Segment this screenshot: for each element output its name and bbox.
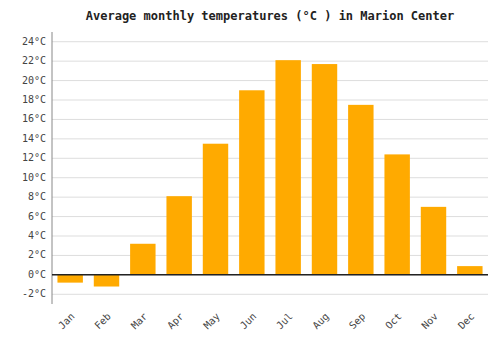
x-tick-label: Feb [92, 311, 113, 332]
bar [275, 60, 300, 275]
grid-line [52, 80, 488, 81]
x-tick-label: May [201, 311, 222, 332]
x-tick-label: Dec [456, 311, 477, 332]
bar [421, 207, 446, 275]
y-axis: -2°C 0°C 2°C 4°C 6°C 8°C 10°C 12°C 14°C 16°C 18°C 2… [22, 32, 52, 304]
x-tick-label: Aug [310, 311, 331, 332]
x-tick-label: Jun [238, 311, 259, 332]
bar [239, 90, 264, 275]
grid-line [52, 158, 488, 159]
x-tick-label: Nov [419, 311, 440, 332]
x-tick-label: Mar [129, 311, 150, 332]
bar [348, 105, 373, 275]
y-tick-label: 16°C [22, 113, 46, 124]
y-tick-label: 14°C [22, 133, 46, 144]
grid-line [52, 100, 488, 101]
y-axis-line [52, 32, 53, 304]
grid-line [52, 119, 488, 120]
bar [130, 244, 155, 275]
y-tick-label: 24°C [22, 36, 46, 47]
y-tick-label: 6°C [28, 211, 46, 222]
grid-line [52, 197, 488, 198]
grid-line [52, 41, 488, 42]
grid-line [52, 177, 488, 178]
chart: -2°C 0°C 2°C 4°C 6°C 8°C 10°C 12°C 14°C 16°C 18°C 2… [0, 0, 500, 350]
x-tick-label: Oct [383, 311, 404, 332]
bar [312, 64, 337, 275]
title: Average monthly temperatures (°C ) in Ma… [86, 9, 454, 23]
chart-container: -2°C 0°C 2°C 4°C 6°C 8°C 10°C 12°C 14°C 16°C 18°C 2… [0, 0, 500, 350]
y-tick-label: 0°C [28, 269, 46, 280]
x-axis: Jan Feb Mar Apr May Jun Jul Aug Sep Oct Nov Dec [56, 311, 476, 332]
x-tick-label: Apr [165, 311, 186, 332]
grid-line [52, 138, 488, 139]
x-tick-label: Sep [347, 311, 368, 332]
bars [57, 60, 482, 286]
y-tick-label: 18°C [22, 94, 46, 105]
y-tick-label: 8°C [28, 191, 46, 202]
y-tick-label: 4°C [28, 230, 46, 241]
bar [203, 144, 228, 275]
zero-line [52, 274, 488, 276]
grid-line [52, 61, 488, 62]
y-tick-label: 12°C [22, 152, 46, 163]
x-tick-label: Jul [274, 311, 295, 332]
y-tick-label: 20°C [22, 75, 46, 86]
y-tick-label: -2°C [22, 288, 46, 299]
grid [52, 42, 488, 295]
bar [457, 266, 482, 275]
bar [94, 275, 119, 287]
y-tick-label: 22°C [22, 55, 46, 66]
y-tick-label: 10°C [22, 172, 46, 183]
bar [57, 275, 82, 283]
grid-line [52, 294, 488, 295]
bar [384, 154, 409, 274]
grid-line [52, 274, 488, 275]
y-tick-label: 2°C [28, 249, 46, 260]
bar [166, 196, 191, 275]
x-tick-label: Jan [56, 311, 77, 332]
